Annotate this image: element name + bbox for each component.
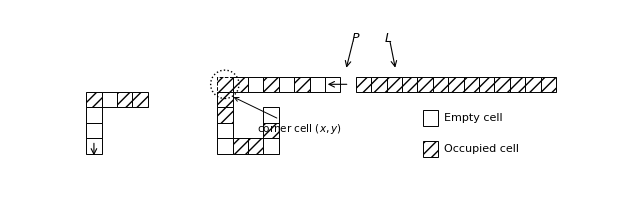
Bar	[86, 107, 102, 123]
Bar	[248, 77, 263, 92]
Bar	[371, 77, 386, 92]
Bar	[86, 123, 102, 138]
Bar	[263, 138, 279, 154]
Bar	[463, 77, 479, 92]
Bar	[217, 77, 232, 92]
Text: $P$: $P$	[351, 32, 360, 45]
Bar	[217, 107, 232, 123]
Bar	[494, 77, 510, 92]
Bar	[133, 92, 148, 107]
Bar	[325, 77, 340, 92]
Text: Occupied cell: Occupied cell	[444, 144, 519, 154]
Bar	[541, 77, 556, 92]
Bar	[510, 77, 525, 92]
Bar	[117, 92, 133, 107]
Bar	[418, 77, 433, 92]
Bar	[525, 77, 541, 92]
Bar	[433, 77, 448, 92]
Bar	[448, 77, 463, 92]
Bar	[232, 77, 248, 92]
Bar	[86, 92, 102, 107]
Text: $L$: $L$	[384, 32, 392, 45]
Bar	[310, 77, 325, 92]
Bar	[248, 138, 263, 154]
Bar	[423, 141, 438, 157]
Bar	[355, 77, 371, 92]
Bar	[217, 138, 232, 154]
Bar	[402, 77, 418, 92]
Bar	[263, 123, 279, 138]
Bar	[86, 138, 102, 154]
Bar	[294, 77, 310, 92]
Bar	[386, 77, 402, 92]
Bar	[217, 92, 232, 107]
Bar	[217, 123, 232, 138]
Bar	[279, 77, 294, 92]
Bar	[263, 107, 279, 123]
Text: corner cell $(x, y)$: corner cell $(x, y)$	[234, 98, 342, 136]
Bar	[232, 138, 248, 154]
Bar	[423, 110, 438, 126]
Bar	[263, 77, 279, 92]
Bar	[102, 92, 117, 107]
Text: Empty cell: Empty cell	[444, 113, 503, 123]
Bar	[479, 77, 494, 92]
